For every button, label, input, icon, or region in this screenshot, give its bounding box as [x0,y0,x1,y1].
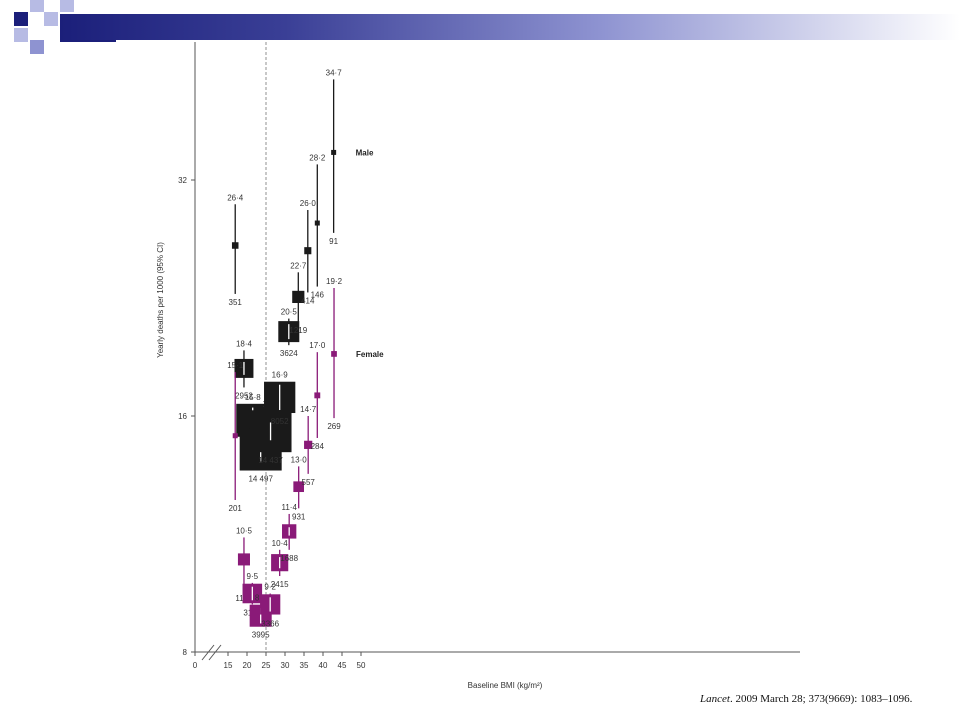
female-rate-label: 17·0 [309,341,326,350]
x-tick-label: 25 [262,661,271,670]
female-point-marker [293,481,305,493]
male-rate-label: 20·5 [281,308,298,317]
male-rate-label: 28·2 [309,153,326,162]
male-point-marker [292,290,305,303]
female-count-label: 3366 [261,620,279,629]
female-count-label: 269 [327,422,341,431]
female-rate-label: 10·4 [272,539,289,548]
female-series-label: Female [356,350,384,359]
male-point-marker [304,247,312,255]
male-rate-label: 18·4 [236,339,253,348]
axis-break-mark [208,644,222,661]
male-point-marker [331,149,337,155]
female-count-label: 1688 [280,554,298,563]
female-rate-label: 13·0 [291,455,308,464]
x-tick-label: 30 [281,661,290,670]
female-rate-label: 14·7 [300,405,317,414]
chart-axes: 0 15 20 25 30 35 40 45 50 8 16 32 [178,42,800,670]
x-tick-label: 45 [338,661,347,670]
slide-deco-square-6 [60,0,74,12]
male-count-label: 3624 [280,349,298,358]
male-count-label: 2952 [235,391,253,400]
female-count-label: 3995 [252,631,270,640]
citation-details: . 2009 March 28; 373(9669): 1083–1096. [729,693,913,705]
female-count-label: 201 [229,504,243,513]
male-series-label: Male [356,148,374,157]
male-point-marker [314,220,320,226]
female-count-label: 557 [302,478,316,487]
slide-header-gradient-bar [60,14,960,40]
male-count-label: 414 [301,296,315,305]
male-rate-label: 22·7 [290,261,307,270]
male-count-label: 1219 [289,326,307,335]
female-count-label: 2415 [271,580,289,589]
y-axis-label: Yearly deaths per 1000 (95% CI) [156,242,165,358]
x-tick-label: 20 [243,661,252,670]
male-point-marker [231,242,239,249]
slide-deco-square-2 [30,0,44,12]
x-tick-label: 40 [319,661,328,670]
female-rate-label: 9·2 [264,582,276,591]
male-rate-label: 26·0 [300,199,317,208]
male-count-label: 14 437 [258,456,283,465]
slide-header-underline [60,40,116,42]
male-rate-label: 26·4 [227,193,244,202]
slide-deco-square-4 [14,28,28,42]
slide-deco-square-3 [44,12,58,26]
male-count-label: 91 [329,237,338,246]
slide-deco-square-5 [30,40,44,54]
x-tick-label: 35 [300,661,309,670]
x-tick-label: 0 [193,661,198,670]
y-tick-label: 8 [183,648,188,657]
axis-break-mark [201,644,215,661]
citation-journal: Lancet [700,693,730,705]
female-rate-label: 9·5 [247,572,259,581]
female-count-label: 284 [311,442,325,451]
female-rate-label: 15·1 [227,361,244,370]
male-rate-label: 15·8 [245,393,262,402]
male-rate-label: 16·9 [272,371,289,380]
x-axis-label: Baseline BMI (kg/m²) [468,681,543,690]
female-point-marker [304,440,313,449]
female-count-label: 931 [292,512,306,521]
male-rate-label: 34·7 [326,68,343,77]
female-point-marker [314,392,321,399]
female-rate-label: 19·2 [326,277,343,286]
male-count-label: 8052 [271,417,289,426]
x-tick-label: 50 [357,661,366,670]
male-count-label: 14 497 [248,475,273,484]
male-count-label: 351 [229,298,243,307]
female-point-marker [331,351,337,357]
x-tick-label: 15 [224,661,233,670]
female-point-marker [237,553,250,566]
citation: Lancet. 2009 March 28; 373(9669): 1083–1… [700,693,912,705]
y-tick-label: 32 [178,176,187,185]
female-rate-label: 11·4 [281,503,297,512]
y-tick-label: 16 [178,412,187,421]
female-rate-label: 10·5 [236,526,253,535]
male-count-label: 146 [311,291,325,300]
slide-deco-square-1 [14,12,28,26]
female-point-marker [232,433,238,439]
